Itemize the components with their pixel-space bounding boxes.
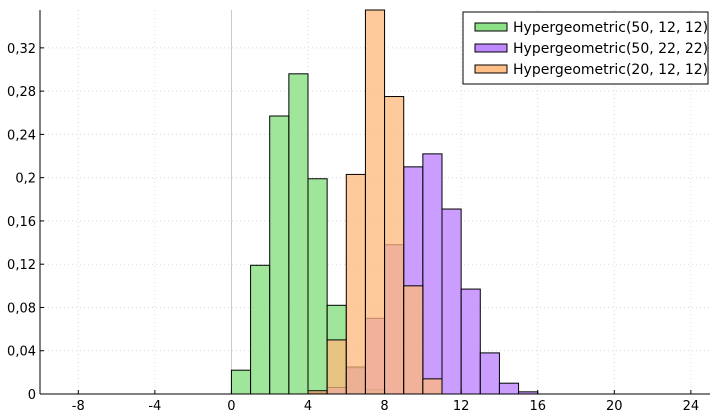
y-tick-label: 0,28: [7, 85, 36, 100]
bar-series-3: [364, 9, 386, 395]
bar-series-3: [403, 285, 424, 395]
x-tick-label: 0: [227, 399, 235, 414]
axes: [39, 10, 710, 395]
legend: Hypergeometric(50, 12, 12) Hypergeometric…: [462, 11, 709, 85]
x-tick-label: -4: [148, 399, 161, 414]
x-tick-label: 12: [453, 399, 470, 414]
y-tick-label: 0,32: [7, 42, 36, 57]
x-tick-label: -8: [72, 399, 85, 414]
legend-label: Hypergeometric(50, 22, 22): [513, 41, 708, 57]
y-tick-label: 0,04: [7, 345, 36, 360]
bar-series-2: [479, 352, 500, 395]
bar-series-1: [250, 264, 271, 395]
x-tick-label: 20: [606, 399, 623, 414]
histogram-bars: [230, 9, 539, 395]
legend-label: Hypergeometric(20, 12, 12): [513, 62, 708, 78]
x-tick-label: 4: [304, 399, 312, 414]
y-tick-label: 0,16: [7, 215, 36, 230]
bar-series-2: [460, 288, 481, 395]
bar-series-2: [422, 153, 443, 395]
bar-series-1: [288, 73, 309, 395]
legend-swatch: [474, 43, 508, 53]
bar-series-1: [307, 178, 328, 395]
y-tick-label: 0,08: [7, 301, 36, 316]
y-tick-label: 0: [28, 388, 36, 403]
bar-series-2: [498, 382, 520, 395]
y-tick-label: 0,12: [7, 258, 36, 273]
tick-labels: -8 -4 0 4 8 12 16 20 24 0 0,04 0,08 0,12 0,16 0,2 0,24 0…: [7, 42, 699, 414]
y-tick-label: 0,2: [15, 172, 36, 187]
bar-series-3: [326, 339, 347, 395]
x-tick-label: 8: [380, 399, 388, 414]
legend-swatch: [474, 22, 508, 32]
y-tick-label: 0,24: [7, 128, 36, 143]
bar-series-3: [384, 96, 405, 395]
bar-series-1: [230, 369, 252, 395]
legend-label: Hypergeometric(50, 12, 12): [513, 20, 708, 36]
bar-series-3: [345, 173, 366, 395]
bar-series-3: [422, 378, 443, 395]
x-tick-label: 24: [683, 399, 700, 414]
x-tick-label: 16: [529, 399, 546, 414]
bar-series-1: [269, 115, 290, 395]
legend-swatch: [474, 64, 508, 74]
bar-series-2: [441, 208, 462, 395]
